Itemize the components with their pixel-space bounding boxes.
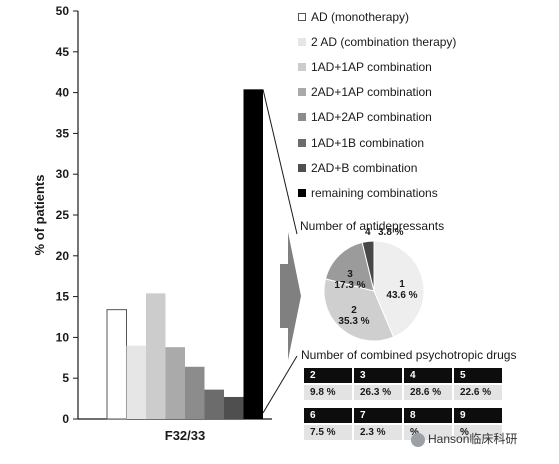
legend-item-2: 2 AD (combination therapy) [298, 29, 456, 54]
y-axis-title: % of patients [32, 175, 47, 256]
pie-slice-label-4: 4 [365, 227, 371, 238]
y-tick-label: 25 [56, 208, 70, 222]
legend-label-1: AD (monotherapy) [311, 9, 410, 24]
watermark: Hanson临床科研 [411, 430, 517, 447]
combo-header-cell: 2 [303, 367, 353, 384]
x-axis-title: F32/33 [165, 428, 205, 443]
legend-item-1: AD (monotherapy) [298, 4, 456, 29]
pie-slice-2 [323, 278, 395, 342]
y-tick-label: 20 [56, 249, 70, 263]
y-tick-label: 15 [56, 290, 70, 304]
legend-label-6: 1AD+1B combination [311, 135, 425, 150]
legend-label-7: 2AD+B combination [311, 160, 418, 175]
bar-legend: AD (monotherapy) 2 AD (combination therap… [298, 4, 456, 206]
bar-5 [185, 366, 205, 419]
y-tick-label: 35 [56, 126, 70, 140]
combo-value-cell: 2.3 % [353, 424, 403, 441]
legend-label-3: 1AD+1AP combination [311, 59, 432, 74]
combo-header-cell: 3 [353, 367, 403, 384]
y-tick-label: 0 [62, 412, 69, 426]
legend-swatch-4 [298, 88, 306, 97]
combo-value-cell: 28.6 % [403, 384, 453, 401]
legend-swatch-1 [298, 12, 306, 21]
legend-swatch-5 [298, 113, 306, 122]
combo-value-row: 7.5 %2.3 %%% [303, 424, 503, 441]
y-tick-label: 30 [56, 167, 70, 181]
y-tick-label: 45 [56, 45, 70, 59]
bar-8 [243, 89, 263, 419]
legend-label-8: remaining combinations [311, 185, 438, 200]
legend-item-8: remaining combinations [298, 180, 456, 205]
combo-value-cell: 9.8 % [303, 384, 353, 401]
bar-1 [106, 309, 127, 420]
legend-swatch-8 [298, 188, 306, 197]
pie-slice-label-1: 1 [399, 279, 405, 290]
pie-slice-1 [373, 240, 425, 338]
combo-value-cell: 7.5 % [303, 424, 353, 441]
bar-4 [165, 347, 185, 419]
legend-swatch-6 [298, 138, 306, 147]
pie-slice-label-3: 3 [347, 269, 353, 280]
pie-slice-label-2: 2 [351, 305, 357, 316]
combo-header-cell: 6 [303, 407, 353, 424]
connector-line-bottom [262, 355, 298, 414]
y-tick-label: 40 [56, 86, 70, 100]
pie-slice-value-4: 3.8 % [378, 227, 404, 238]
legend-swatch-7 [298, 163, 306, 172]
combo-value-cell: 22.6 % [453, 384, 503, 401]
bar-3 [146, 293, 166, 419]
y-tick-label: 10 [56, 330, 70, 344]
legend-swatch-2 [298, 37, 306, 46]
legend-item-5: 1AD+2AP combination [298, 105, 456, 130]
combo-value-cell: 26.3 % [353, 384, 403, 401]
connector-line-top [262, 89, 298, 235]
y-tick-label: 5 [62, 371, 69, 385]
watermark-text: Hanson临床科研 [428, 432, 518, 446]
combo-table: 2 3 4 5 9.8 % 26.3 % 28.6 % 22.6 % 6 7 8 9 7.5 % 2.3 … [303, 367, 503, 441]
combo-header-cell: 5 [453, 367, 503, 384]
legend-label-2: 2 AD (combination therapy) [311, 34, 457, 49]
wechat-logo-icon [411, 432, 425, 447]
legend-label-4: 2AD+1AP combination [311, 85, 432, 100]
legend-item-4: 2AD+1AP combination [298, 80, 456, 105]
combo-value-cell: % [453, 424, 503, 441]
pie-slice-value-1: 43.6 % [386, 290, 417, 301]
bar-7 [224, 396, 244, 419]
combo-header-cell: 4 [403, 367, 453, 384]
combo-header-cell: 7 [353, 407, 403, 424]
pie-slice-value-3: 17.3 % [334, 280, 365, 291]
bar-6 [204, 389, 224, 419]
pie-slice-3 [324, 241, 375, 292]
legend-item-3: 1AD+1AP combination [298, 54, 456, 79]
legend-swatch-3 [298, 62, 306, 71]
bar-2 [126, 345, 146, 419]
legend-item-7: 2AD+B combination [298, 155, 456, 180]
pie-slice-4 [361, 240, 375, 292]
combo-value-row: 9.8 % 26.3 % 28.6 % 22.6 % [303, 384, 503, 401]
pie-title: Number of antidepressants [300, 219, 445, 233]
combo-header-cell: 8 [403, 407, 453, 424]
arrow-shape [280, 232, 301, 360]
legend-label-5: 1AD+2AP combination [311, 110, 432, 125]
pie-slice-value-2: 35.3 % [338, 316, 369, 327]
combo-table-title: Number of combined psychotropic drugs [301, 348, 517, 362]
y-tick-label: 50 [56, 4, 70, 18]
combo-header-cell: 9 [453, 407, 503, 424]
legend-item-6: 1AD+1B combination [298, 130, 456, 155]
